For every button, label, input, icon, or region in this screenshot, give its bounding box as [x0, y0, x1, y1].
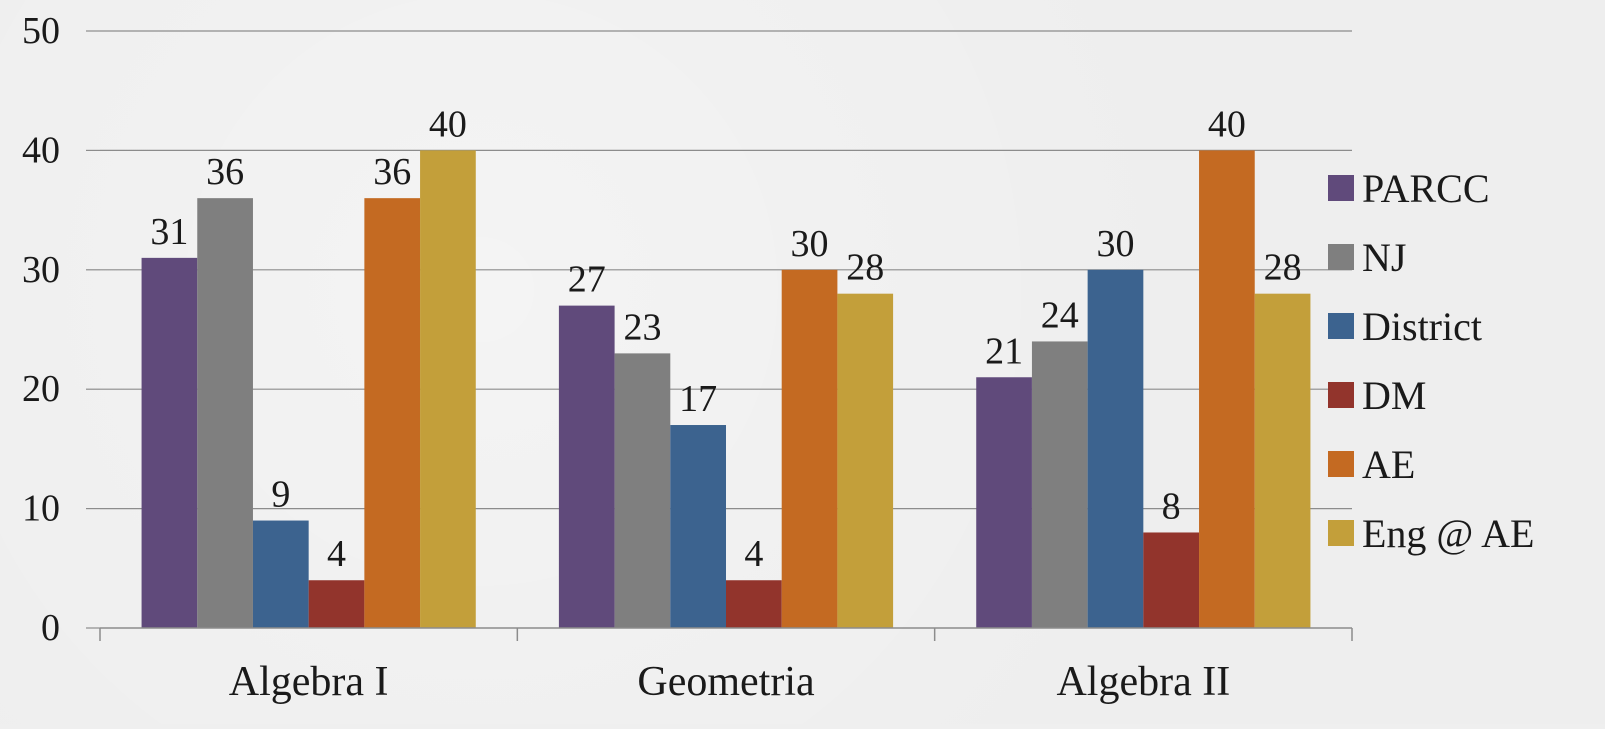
bar-dm-3	[1143, 532, 1200, 628]
data-label: 40	[1208, 103, 1246, 145]
data-label: 8	[1162, 485, 1181, 527]
x-tick-label: Algebra I	[229, 659, 389, 705]
bar-district-2	[670, 425, 726, 628]
legend-swatch	[1328, 451, 1354, 477]
y-tick-label: 10	[22, 488, 60, 530]
data-label: 17	[679, 378, 717, 420]
legend-label: DM	[1362, 373, 1426, 418]
bar-eng-ae-3	[1254, 293, 1311, 628]
legend-swatch	[1328, 175, 1354, 201]
x-tick-label: Geometria	[637, 659, 815, 705]
data-label: 40	[429, 103, 467, 145]
bar-nj-3	[1031, 341, 1088, 628]
bar-ae-3	[1199, 150, 1255, 628]
legend-swatch	[1328, 382, 1354, 408]
legend-label: Eng @ AE	[1362, 511, 1534, 556]
legend-swatch	[1328, 313, 1354, 339]
legend: PARCC NJ District DM AE Eng @ AE	[1328, 166, 1534, 556]
legend-label: District	[1362, 304, 1482, 349]
gridlines	[86, 30, 1352, 629]
x-axis	[99, 627, 1353, 641]
bar-nj-1	[197, 198, 253, 628]
y-tick-label: 20	[22, 368, 60, 410]
data-label: 9	[271, 474, 290, 516]
data-label: 27	[568, 259, 606, 301]
legend-label: PARCC	[1362, 166, 1490, 211]
data-label: 31	[150, 211, 188, 253]
legend-label: AE	[1362, 442, 1415, 487]
data-label: 23	[623, 306, 661, 348]
bar-district-3	[1087, 269, 1144, 628]
y-axis-tick-labels: 0 10 20 30 40 50	[22, 10, 60, 649]
data-label: 36	[206, 151, 244, 193]
data-label: 28	[1264, 247, 1302, 289]
bar-parcc-1	[141, 257, 198, 628]
data-label: 30	[1096, 223, 1134, 265]
y-tick-label: 0	[41, 607, 60, 649]
bar-parcc-3	[976, 377, 1032, 628]
bar-dm-1	[308, 580, 365, 628]
x-axis-tick-labels: Algebra I Geometria Algebra II	[229, 659, 1230, 705]
bar-ae-1	[364, 198, 421, 628]
legend-swatch	[1328, 244, 1354, 270]
data-label: 24	[1041, 294, 1079, 336]
bar-eng-ae-1	[420, 150, 476, 628]
bar-nj-2	[614, 353, 671, 628]
legend-label: NJ	[1362, 235, 1406, 280]
bars	[141, 150, 1311, 628]
y-tick-label: 30	[22, 249, 60, 291]
bar-district-1	[252, 520, 309, 628]
data-label: 28	[846, 247, 884, 289]
bar-ae-2	[781, 269, 838, 628]
data-label: 30	[791, 223, 829, 265]
x-tick-label: Algebra II	[1056, 659, 1230, 705]
bar-parcc-2	[558, 305, 615, 628]
data-label: 4	[744, 533, 763, 575]
data-label: 21	[985, 330, 1023, 372]
data-label: 4	[327, 533, 346, 575]
bar-eng-ae-2	[837, 293, 894, 628]
data-label: 36	[373, 151, 411, 193]
y-tick-label: 40	[22, 129, 60, 171]
y-tick-label: 50	[22, 10, 60, 52]
legend-swatch	[1328, 520, 1354, 546]
bar-dm-2	[726, 580, 782, 628]
